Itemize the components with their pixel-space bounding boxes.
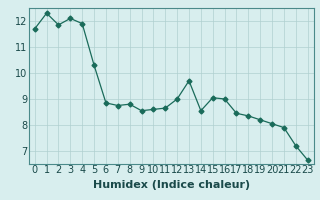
X-axis label: Humidex (Indice chaleur): Humidex (Indice chaleur) [92,180,250,190]
